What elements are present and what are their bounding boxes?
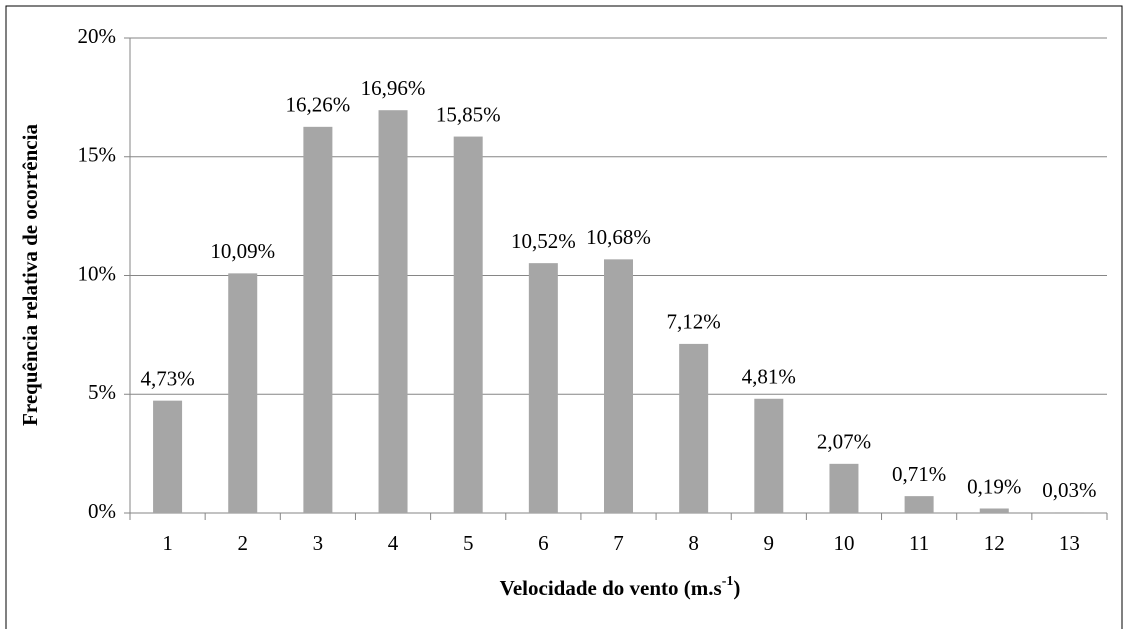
bar (604, 259, 633, 513)
x-tick-label: 3 (313, 531, 324, 555)
data-label: 4,73% (140, 366, 194, 390)
data-label: 0,71% (892, 462, 946, 486)
x-tick-label: 7 (613, 531, 624, 555)
data-label: 15,85% (436, 102, 501, 126)
x-axis-label-text: Velocidade do vento (m.s (500, 576, 722, 600)
y-tick-label: 20% (78, 24, 117, 48)
data-label: 0,03% (1042, 478, 1096, 502)
y-axis-label: Frequência relativa de ocorrência (18, 124, 42, 426)
y-tick-label: 0% (88, 499, 116, 523)
data-label: 10,52% (511, 229, 576, 253)
bar (528, 263, 558, 513)
data-label: 0,19% (967, 474, 1021, 498)
data-label: 16,96% (361, 76, 426, 100)
bar (754, 398, 784, 513)
bar (453, 136, 483, 513)
bar (228, 273, 258, 513)
x-tick-label: 10 (833, 531, 854, 555)
bar (303, 126, 333, 513)
x-axis-label-sup: -1 (722, 574, 734, 589)
x-tick-label: 9 (764, 531, 775, 555)
y-tick-label: 15% (78, 143, 117, 167)
frame (5, 5, 1123, 629)
x-tick-label: 6 (538, 531, 549, 555)
x-axis-label: Velocidade do vento (m.s-1) (500, 574, 741, 600)
data-label: 10,68% (586, 225, 651, 249)
x-tick-label: 5 (463, 531, 474, 555)
x-tick-label: 12 (984, 531, 1005, 555)
bar (904, 496, 934, 513)
bar (153, 400, 183, 513)
bar (979, 508, 1009, 513)
x-tick-label: 4 (388, 531, 399, 555)
bar (378, 110, 408, 513)
y-tick-label: 10% (78, 261, 117, 285)
bar (679, 343, 709, 513)
x-axis-label-end: ) (733, 576, 740, 600)
data-label: 2,07% (817, 430, 871, 454)
data-label: 16,26% (286, 93, 351, 117)
data-label: 4,81% (742, 365, 796, 389)
x-tick-label: 13 (1059, 531, 1080, 555)
x-tick-label: 1 (162, 531, 173, 555)
x-tick-label: 8 (688, 531, 699, 555)
x-tick-label: 11 (909, 531, 929, 555)
data-label: 7,12% (667, 310, 721, 334)
bar (1054, 512, 1084, 513)
bar (829, 463, 859, 513)
y-tick-label: 5% (88, 380, 116, 404)
data-label: 10,09% (210, 239, 275, 263)
x-tick-label: 2 (237, 531, 248, 555)
